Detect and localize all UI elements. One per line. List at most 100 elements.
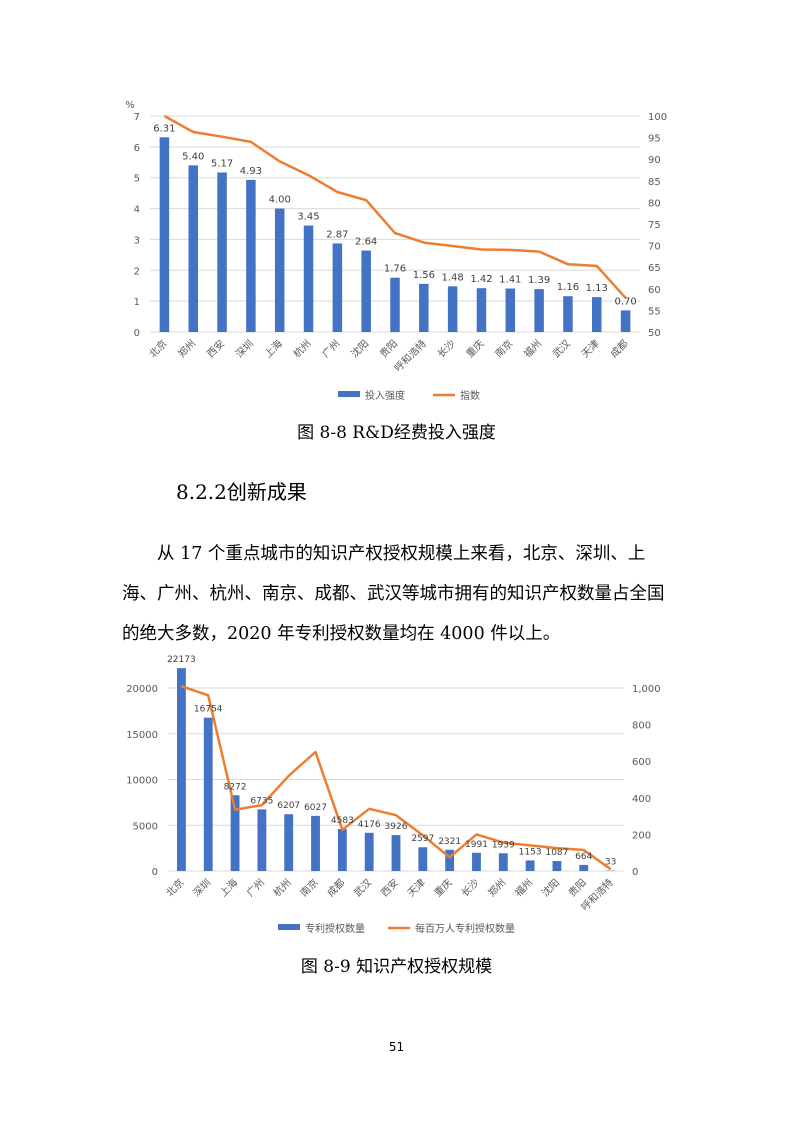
bar (332, 243, 343, 332)
bar (311, 815, 320, 871)
bar (284, 814, 294, 871)
data-label: 22173 (167, 655, 196, 665)
legend-label: 指数 (460, 389, 480, 402)
bar (525, 860, 535, 871)
data-label: 2321 (438, 837, 461, 847)
bar (159, 137, 170, 332)
bar (505, 288, 516, 332)
category-label: 成都 (608, 338, 631, 361)
data-label: 1087 (545, 848, 568, 858)
category-label: 天津 (579, 338, 602, 361)
body-paragraph: 从 17 个重点城市的知识产权授权规模上来看，北京、深圳、上海、广州、杭州、南京… (122, 544, 665, 644)
data-label: 4.00 (269, 195, 291, 206)
right-axis-tick-label: 60 (648, 285, 661, 296)
data-label: 3.45 (297, 212, 319, 223)
category-label: 广州 (320, 338, 343, 361)
bar (390, 277, 400, 332)
bar (563, 296, 573, 332)
right-axis-tick-label: 95 (648, 134, 661, 145)
category-label: 广州 (244, 877, 267, 900)
data-label: 664 (575, 852, 592, 862)
category-label: 贵阳 (377, 337, 400, 360)
bar (246, 179, 256, 332)
bar (361, 250, 371, 332)
right-axis-tick-label: 65 (648, 263, 661, 274)
data-label: 33 (605, 858, 616, 868)
rd-intensity-chart: 0 1 2 3 4 5 6 7 50 55 60 65 70 75 80 85 90 95 100% 6.31 5.40… (125, 100, 667, 402)
data-label: 2.64 (355, 237, 377, 248)
bar (217, 172, 227, 332)
category-label: 沈阳 (348, 337, 371, 360)
right-axis-tick-label: 70 (648, 242, 661, 253)
category-label: 长沙 (435, 338, 458, 361)
category-label: 深圳 (191, 877, 214, 900)
data-label: 5.17 (211, 158, 233, 169)
data-label: 1.16 (557, 282, 579, 293)
bar (476, 288, 487, 332)
bar (445, 849, 455, 871)
data-label: 1939 (492, 840, 515, 850)
data-label: 8272 (224, 782, 247, 792)
bar (579, 864, 589, 871)
bar (534, 289, 544, 332)
category-label: 南京 (492, 337, 515, 360)
category-label: 北京 (146, 337, 169, 360)
category-label: 郑州 (485, 876, 508, 899)
category-label: 上海 (217, 876, 240, 899)
section-heading: 8.2.2创新成果 (176, 480, 307, 504)
bar (498, 853, 508, 871)
bar (552, 861, 562, 871)
bar (257, 809, 267, 871)
right-axis-tick-label: 55 (648, 306, 661, 317)
bar (364, 832, 374, 871)
category-label: 武汉 (550, 337, 573, 360)
bar (176, 668, 186, 871)
bar (472, 852, 481, 871)
category-label: 重庆 (431, 876, 454, 899)
category-label: 呼和浩特 (392, 338, 429, 375)
data-label: 2597 (411, 834, 434, 844)
legend-label: 专利授权数量 (305, 922, 365, 935)
left-axis-tick-label: 0 (134, 328, 140, 339)
figure-caption-8-9: 图 8-9 知识产权授权规模 (300, 957, 493, 977)
data-label: 6207 (277, 801, 300, 811)
category-label: 深圳 (233, 338, 256, 361)
data-label: 1.39 (528, 275, 550, 286)
legend-swatch-bar (278, 924, 300, 930)
data-label: 6027 (304, 803, 327, 813)
category-label: 上海 (261, 337, 284, 360)
category-label: 北京 (163, 876, 186, 899)
right-axis-tick-label: 80 (648, 198, 661, 209)
left-axis-tick-label: 2 (134, 266, 140, 277)
bar (391, 835, 401, 871)
bar (188, 165, 198, 332)
ip-authorization-chart: 0 5000 10000 15000 20000 0 200 400 600 800 1,000 22… (126, 655, 660, 935)
left-axis-tick-label: 5000 (133, 821, 158, 832)
data-label: 1.41 (499, 274, 521, 285)
page-number: 51 (388, 1040, 405, 1054)
category-label: 武汉 (351, 876, 374, 899)
right-axis-tick-label: 200 (632, 830, 651, 841)
series-line (163, 114, 627, 299)
data-label: 1.56 (413, 270, 435, 281)
bar (274, 208, 285, 332)
right-axis-tick-label: 400 (632, 794, 651, 805)
left-axis-tick-label: 0 (152, 867, 158, 878)
data-label: 5.40 (182, 151, 204, 162)
data-label: 1.13 (586, 283, 608, 294)
right-axis-tick-label: 0 (632, 867, 638, 878)
category-label: 长沙 (459, 877, 482, 900)
right-axis-tick-label: 75 (648, 220, 661, 231)
right-axis-tick-label: 90 (648, 155, 661, 166)
bar (230, 795, 240, 871)
left-axis-tick-label: 1 (134, 297, 140, 308)
left-axis-tick-label: 20000 (126, 684, 158, 695)
bar (447, 286, 458, 332)
bar (419, 283, 429, 332)
category-label: 成都 (325, 877, 348, 900)
legend-label: 每百万人专利授权数量 (415, 922, 515, 935)
category-label: 沈阳 (539, 876, 562, 899)
data-label: 1991 (465, 840, 488, 850)
left-axis-tick-label: 5 (134, 174, 140, 185)
data-label: 1.76 (384, 264, 406, 275)
